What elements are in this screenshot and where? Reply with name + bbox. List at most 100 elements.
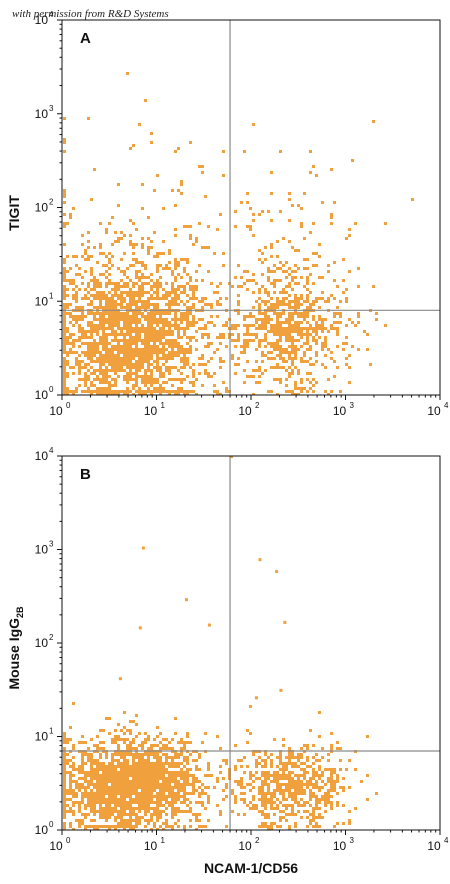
event-dot <box>279 324 282 327</box>
event-dot <box>177 297 180 300</box>
event-dot <box>75 783 78 786</box>
event-dot <box>138 261 141 264</box>
event-dot <box>186 762 189 765</box>
event-dot <box>99 393 102 395</box>
event-dot <box>279 321 282 324</box>
event-dot <box>78 819 81 822</box>
event-dot <box>165 267 168 270</box>
event-dot <box>192 792 195 795</box>
event-dot <box>168 747 171 750</box>
event-dot <box>90 351 93 354</box>
event-dot <box>105 774 108 777</box>
event-dot <box>108 825 111 828</box>
event-dot <box>207 246 210 249</box>
event-dot <box>198 756 201 759</box>
event-dot <box>117 390 120 393</box>
event-dot <box>336 321 339 324</box>
event-dot <box>294 330 297 333</box>
event-dot <box>336 345 339 348</box>
event-dot <box>69 780 72 783</box>
event-dot <box>159 366 162 369</box>
event-dot <box>246 339 249 342</box>
event-dot <box>81 318 84 321</box>
event-dot <box>141 300 144 303</box>
event-dot <box>126 765 129 768</box>
event-dot <box>81 327 84 330</box>
event-dot <box>276 339 279 342</box>
event-dot <box>87 804 90 807</box>
event-dot <box>291 348 294 351</box>
event-dot <box>153 285 156 288</box>
event-dot <box>249 324 252 327</box>
event-dot <box>162 327 165 330</box>
event-dot <box>291 342 294 345</box>
event-dot <box>237 324 240 327</box>
event-dot <box>63 372 66 375</box>
event-dot <box>123 810 126 813</box>
event-dot <box>147 381 150 384</box>
event-dot <box>126 327 129 330</box>
event-dot <box>264 345 267 348</box>
event-dot <box>63 315 66 318</box>
event-dot <box>93 786 96 789</box>
event-dot <box>165 297 168 300</box>
event-dot <box>282 270 285 273</box>
event-dot <box>162 774 165 777</box>
event-dot <box>120 390 123 393</box>
event-dot <box>72 318 75 321</box>
event-dot <box>159 369 162 372</box>
event-dot <box>165 360 168 363</box>
event-dot <box>147 366 150 369</box>
event-dot <box>258 375 261 378</box>
event-dot <box>285 339 288 342</box>
event-dot <box>144 819 147 822</box>
event-dot <box>132 321 135 324</box>
event-dot <box>300 207 303 210</box>
event-dot <box>150 381 153 384</box>
event-dot <box>66 810 69 813</box>
event-dot <box>126 375 129 378</box>
event-dot <box>174 318 177 321</box>
event-dot <box>63 378 66 381</box>
event-dot <box>99 363 102 366</box>
event-dot <box>102 795 105 798</box>
event-dot <box>339 321 342 324</box>
event-dot <box>144 762 147 765</box>
event-dot <box>105 333 108 336</box>
event-dot <box>225 321 228 324</box>
event-dot <box>117 315 120 318</box>
event-dot <box>153 351 156 354</box>
event-dot <box>171 810 174 813</box>
event-dot <box>201 789 204 792</box>
event-dot <box>276 297 279 300</box>
event-dot <box>246 330 249 333</box>
event-dot <box>168 825 171 828</box>
x-tick-label: 10 <box>144 404 158 418</box>
event-dot <box>270 357 273 360</box>
event-dot <box>99 285 102 288</box>
event-dot <box>186 312 189 315</box>
event-dot <box>72 795 75 798</box>
event-dot <box>324 336 327 339</box>
event-dot <box>147 303 150 306</box>
event-dot <box>177 792 180 795</box>
event-dot <box>63 138 66 141</box>
event-dot <box>324 339 327 342</box>
event-dot <box>120 330 123 333</box>
event-dot <box>105 777 108 780</box>
event-dot <box>135 336 138 339</box>
event-dot <box>96 387 99 390</box>
event-dot <box>141 393 144 395</box>
event-dot <box>183 354 186 357</box>
event-dot <box>294 384 297 387</box>
event-dot <box>201 306 204 309</box>
event-dot <box>297 204 300 207</box>
event-dot <box>192 243 195 246</box>
event-dot <box>264 336 267 339</box>
event-dot <box>210 342 213 345</box>
event-dot <box>120 801 123 804</box>
event-dot <box>117 735 120 738</box>
event-dot <box>288 354 291 357</box>
event-dot <box>168 741 171 744</box>
event-dot <box>117 798 120 801</box>
